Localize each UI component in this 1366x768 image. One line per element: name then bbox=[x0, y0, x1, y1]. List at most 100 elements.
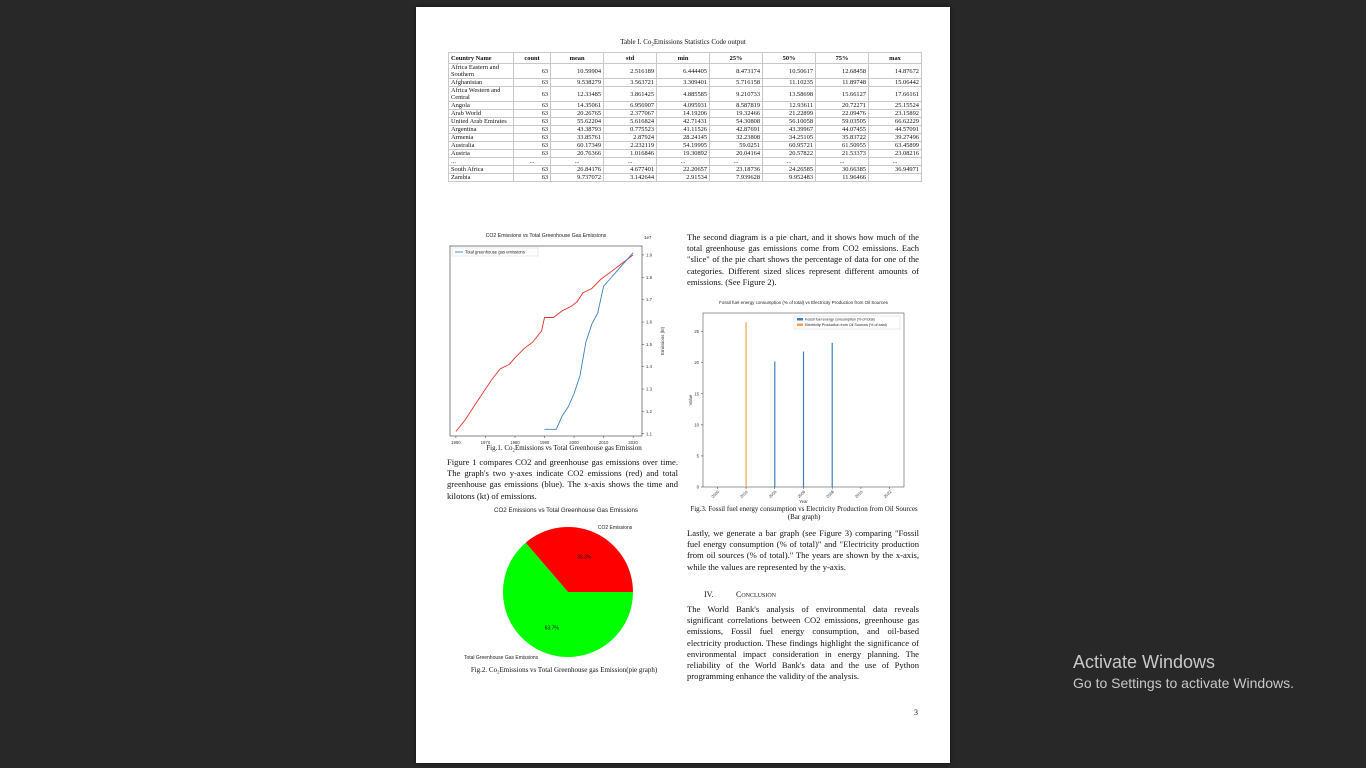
table-cell: 19.30892 bbox=[656, 149, 711, 158]
table-header-cell: std bbox=[603, 52, 658, 64]
x-tick-label: 1960 bbox=[451, 440, 461, 445]
pie-pct-label: 36.3% bbox=[577, 555, 592, 561]
table-row: ........................... bbox=[448, 157, 922, 166]
table-cell: 24.26585 bbox=[762, 165, 817, 174]
y-tick-label: 10 bbox=[694, 422, 699, 427]
table-cell bbox=[868, 173, 922, 182]
y-tick-label: 5 bbox=[697, 453, 700, 458]
table-row: Australia 63 60.17349 2.232119 54.19995 59.02… bbox=[448, 141, 922, 150]
table-cell: 36.94971 bbox=[868, 165, 922, 174]
y2-tick-label: 1.1 bbox=[646, 431, 653, 436]
table-cell: 6.444405 bbox=[656, 63, 711, 79]
pie-description-paragraph: The second diagram is a pie chart, and i… bbox=[687, 232, 919, 287]
table-cell: 63 bbox=[512, 109, 552, 118]
table-cell: United Arab Emirates bbox=[448, 117, 514, 126]
pie-chart-co2-vs-ghg: CO2 Emissions vs Total Greenhouse Gas Em… bbox=[464, 507, 638, 660]
y2-axis-label: Emissions (kt) bbox=[660, 326, 665, 355]
table-cell: 11.89748 bbox=[815, 78, 869, 87]
table-cell: 42.71431 bbox=[656, 117, 711, 126]
table-cell: 41.11526 bbox=[656, 125, 711, 134]
y-tick-label: 15 bbox=[694, 391, 699, 396]
table-header-cell: count bbox=[512, 52, 552, 64]
table-row: Afghanistan 63 9.538279 3.563721 3.309401 5.7… bbox=[448, 78, 922, 87]
table-cell: 12.93611 bbox=[762, 101, 817, 110]
table-cell: 63 bbox=[512, 149, 552, 158]
table-cell: Africa Western and Central bbox=[448, 86, 514, 102]
legend-label: Fossil fuel energy consumption (% of tot… bbox=[805, 318, 875, 322]
x-tick-label: 2000 bbox=[569, 440, 579, 445]
table-cell: 34.25105 bbox=[762, 133, 817, 142]
table-cell: 43.39967 bbox=[762, 125, 817, 134]
bar bbox=[774, 361, 776, 487]
table-cell: 7.939628 bbox=[709, 173, 764, 182]
table-cell: 3.861425 bbox=[603, 86, 658, 102]
table-cell: 60.95721 bbox=[762, 141, 817, 150]
table-cell: 59.0251 bbox=[709, 141, 764, 150]
table-cell: 22.20657 bbox=[656, 165, 711, 174]
table-cell: 63 bbox=[512, 101, 552, 110]
table-row: United Arab Emirates 63 55.62204 5.616824 42… bbox=[448, 117, 922, 126]
plot-area bbox=[449, 245, 643, 437]
y2-tick-label: 1.3 bbox=[646, 387, 653, 392]
pie-slice bbox=[503, 542, 633, 657]
x-axis-label: Year bbox=[799, 499, 808, 504]
table-cell: 12.68458 bbox=[815, 63, 869, 79]
fig2-caption: Fig.2. Co₂Emissions vs Total Greenhouse … bbox=[470, 666, 658, 674]
table-cell: ... bbox=[868, 157, 922, 166]
x-tick-label: 2010 bbox=[599, 440, 609, 445]
table-header-cell: 50% bbox=[762, 52, 817, 64]
x-tick-label: 1970 bbox=[481, 440, 491, 445]
table-cell: 22.09476 bbox=[815, 109, 869, 118]
table-cell: 63 bbox=[512, 78, 552, 87]
table-cell: 26.84176 bbox=[550, 165, 605, 174]
table-cell: 8.473174 bbox=[709, 63, 764, 79]
table-cell: 20.72271 bbox=[815, 101, 869, 110]
y2-tick-label: 1.2 bbox=[646, 409, 653, 414]
y-tick-label: 0 bbox=[697, 485, 700, 490]
chart-title: CO2 Emissions vs Total Greenhouse Gas Em… bbox=[486, 233, 607, 239]
table-cell: 23.15892 bbox=[868, 109, 922, 118]
table-cell: 39.27496 bbox=[868, 133, 922, 142]
table-cell: ... bbox=[550, 157, 605, 166]
table-cell: 63 bbox=[512, 117, 552, 126]
table-cell: 4.095931 bbox=[656, 101, 711, 110]
pie-pct-label: 63.7% bbox=[545, 625, 560, 631]
table-cell: 9.952483 bbox=[762, 173, 817, 182]
legend-label: Electricity Production from Oil Sources … bbox=[805, 323, 887, 327]
table-cell: Austria bbox=[448, 149, 514, 158]
section-number: IV. bbox=[704, 590, 714, 599]
table-cell: 6.956907 bbox=[603, 101, 658, 110]
fig3-caption: Fig.3. Fossil fuel energy consumption vs… bbox=[690, 505, 918, 521]
table-cell: 60.17349 bbox=[550, 141, 605, 150]
document-page: Table I. Co₂Emissions Statistics Code ou… bbox=[416, 7, 950, 763]
table-cell: South Africa bbox=[448, 165, 514, 174]
y2-tick-label: 1.5 bbox=[646, 342, 653, 347]
table-cell: 19.32466 bbox=[709, 109, 764, 118]
table-header-cell: max bbox=[868, 52, 922, 64]
table-row: Austria 63 20.76366 1.016846 19.30892 20.0416… bbox=[448, 149, 922, 158]
table-cell: 5.616824 bbox=[603, 117, 658, 126]
table-cell: 10.59904 bbox=[550, 63, 605, 79]
table-cell: 42.87691 bbox=[709, 125, 764, 134]
table-cell: ... bbox=[815, 157, 869, 166]
table-cell: ... bbox=[512, 157, 552, 166]
bar bbox=[831, 342, 833, 487]
table-row: Zambia 63 9.737072 3.142644 2.91534 7.939628 9… bbox=[448, 173, 922, 182]
x-tick-label: 2005 bbox=[768, 489, 778, 499]
table-cell: 54.19995 bbox=[656, 141, 711, 150]
table-row: Arab World 63 20.26765 2.377067 14.19206 19.3… bbox=[448, 109, 922, 118]
legend-swatch bbox=[797, 323, 803, 326]
table-cell: 44.07455 bbox=[815, 125, 869, 134]
table-cell: 15.66127 bbox=[815, 86, 869, 102]
table-row: Africa Eastern and Southern 63 10.59904 2.5… bbox=[448, 63, 922, 79]
table-cell: 8.587819 bbox=[709, 101, 764, 110]
table-cell: 11.96466 bbox=[815, 173, 869, 182]
table-cell: 55.62204 bbox=[550, 117, 605, 126]
conclusion-paragraph: The World Bank's analysis of environment… bbox=[687, 604, 919, 682]
table-cell: 3.309401 bbox=[656, 78, 711, 87]
chart-title: CO2 Emissions vs Total Greenhouse Gas Em… bbox=[494, 507, 638, 514]
line-chart-co2-vs-ghg: CO2 Emissions vs Total Greenhouse Gas Em… bbox=[449, 233, 665, 445]
table-header-cell: 25% bbox=[709, 52, 764, 64]
y-tick-label: 25 bbox=[694, 329, 699, 334]
table-cell: 59.03505 bbox=[815, 117, 869, 126]
